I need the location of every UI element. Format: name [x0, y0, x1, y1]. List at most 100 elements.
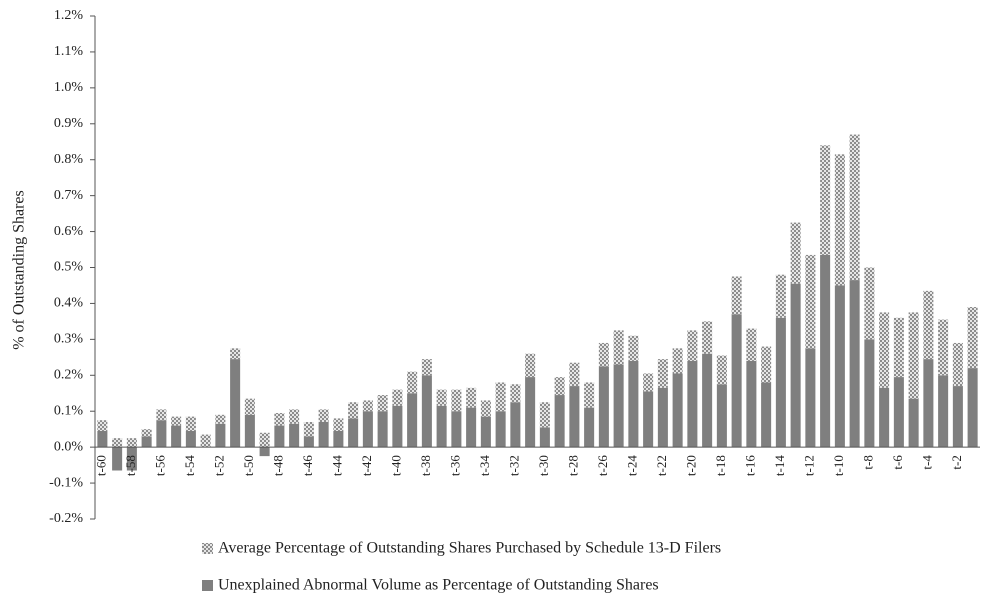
bar-segment: [584, 407, 595, 448]
x-tick-label: t-42: [359, 455, 374, 476]
bar-segment: [303, 436, 314, 448]
bar-segment: [156, 420, 167, 448]
bar-segment: [967, 368, 978, 448]
bar-segment: [613, 364, 624, 448]
bar-segment: [569, 362, 580, 387]
bar-segment: [466, 407, 477, 448]
bar-segment: [584, 382, 595, 408]
x-tick-label: t-40: [388, 455, 403, 476]
bar-segment: [643, 373, 654, 392]
y-tick-label: 0.8%: [54, 152, 84, 167]
bar-segment: [952, 342, 963, 387]
x-tick-label: t-36: [447, 455, 462, 476]
y-tick-label: 0.4%: [54, 296, 84, 311]
bar-segment: [864, 339, 875, 448]
x-tick-label: t-58: [123, 455, 138, 476]
bar-segment: [702, 353, 713, 448]
bar-segment: [274, 425, 285, 448]
bar-segment: [362, 411, 373, 448]
bar-segment: [274, 413, 285, 426]
bar-segment: [141, 429, 152, 437]
bar-segment: [510, 402, 521, 448]
x-tick-label: t-30: [536, 455, 551, 476]
bar-segment: [702, 321, 713, 354]
bar-segment: [849, 134, 860, 281]
bar-segment: [554, 395, 565, 448]
y-axis-label: % of Outstanding Shares: [11, 190, 28, 350]
bar-segment: [466, 387, 477, 408]
bar-segment: [362, 400, 373, 412]
y-tick-label: -0.1%: [49, 475, 83, 490]
bar-segment: [761, 382, 772, 448]
bar-segment: [230, 348, 241, 360]
x-tick-label: t-56: [152, 455, 167, 476]
x-tick-label: t-60: [93, 455, 108, 476]
bar-segment: [407, 393, 418, 448]
bar-segment: [790, 222, 801, 284]
bar-segment: [436, 389, 447, 406]
bar-segment: [112, 438, 123, 448]
bar-segment: [790, 283, 801, 448]
y-tick-label: 1.1%: [54, 44, 84, 59]
bar-segment: [97, 420, 108, 431]
bar-segment: [244, 398, 255, 415]
x-tick-label: t-52: [211, 455, 226, 476]
legend-swatch: [202, 580, 213, 591]
bar-segment: [259, 432, 270, 448]
x-tick-label: t-44: [329, 455, 344, 476]
x-tick-label: t-6: [890, 455, 905, 470]
bar-segment: [171, 425, 182, 448]
bar-segment: [348, 402, 359, 419]
bar-segment: [141, 436, 152, 448]
bar-segment: [687, 360, 698, 448]
bar-segment: [348, 418, 359, 448]
y-tick-label: 0.1%: [54, 403, 84, 418]
bar-segment: [97, 430, 108, 448]
bar-segment: [289, 423, 300, 448]
bar-segment: [392, 389, 403, 406]
y-tick-label: 0.9%: [54, 116, 84, 131]
bar-segment: [185, 430, 196, 448]
bar-segment: [820, 145, 831, 255]
x-tick-label: t-4: [919, 455, 934, 470]
bar-segment: [938, 319, 949, 376]
bar-segment: [628, 335, 639, 361]
bar-segment: [761, 346, 772, 383]
bar-segment: [303, 421, 314, 437]
bar-segment: [480, 400, 491, 417]
x-tick-label: t-38: [418, 455, 433, 476]
bar-segment: [672, 348, 683, 374]
bar-segment: [480, 416, 491, 448]
x-tick-label: t-2: [949, 455, 964, 469]
bar-segment: [259, 447, 270, 457]
x-tick-label: t-34: [477, 455, 492, 476]
bar-segment: [156, 409, 167, 421]
bar-segment: [569, 386, 580, 448]
y-tick-label: 1.2%: [54, 8, 84, 23]
y-tick-label: 0.7%: [54, 188, 84, 203]
bar-segment: [643, 391, 654, 448]
bar-segment: [377, 411, 388, 448]
bar-segment: [598, 342, 609, 367]
x-tick-label: t-48: [270, 455, 285, 476]
bar-segment: [451, 411, 462, 448]
x-tick-label: t-16: [742, 455, 757, 476]
bar-segment: [377, 395, 388, 412]
x-tick-label: t-28: [565, 455, 580, 476]
x-tick-label: t-26: [595, 455, 610, 476]
bar-segment: [952, 386, 963, 448]
bar-segment: [436, 405, 447, 448]
bar-segment: [451, 389, 462, 412]
bar-segment: [805, 348, 816, 448]
bar-segment: [879, 387, 890, 448]
bar-segment: [893, 317, 904, 378]
bar-segment: [289, 409, 300, 424]
bar-segment: [318, 421, 329, 448]
bar-segment: [849, 280, 860, 448]
bar-segment: [775, 317, 786, 448]
bar-segment: [908, 398, 919, 448]
bar-segment: [333, 418, 344, 431]
bar-segment: [938, 375, 949, 448]
x-tick-label: t-18: [713, 455, 728, 476]
bar-segment: [554, 377, 565, 396]
